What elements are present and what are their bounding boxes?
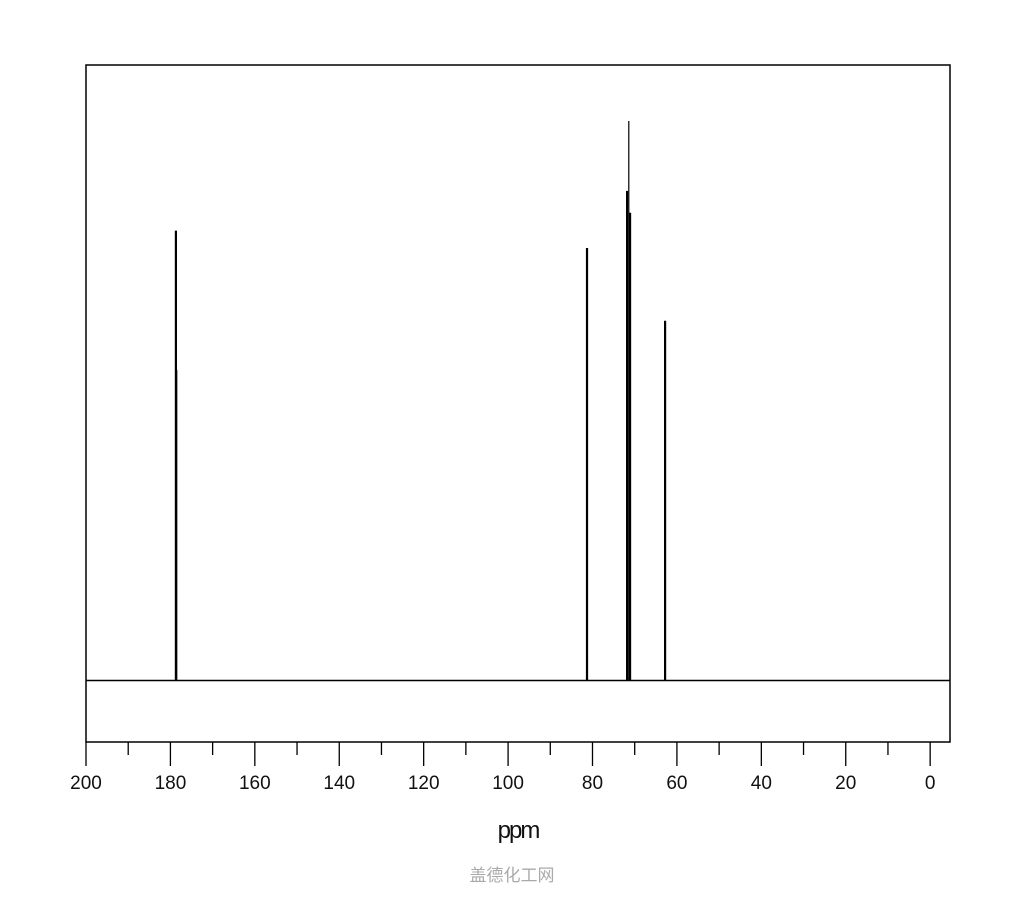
- x-tick-label: 100: [492, 773, 524, 794]
- x-axis-label: ppm: [498, 817, 540, 844]
- x-tick-label: 180: [155, 773, 187, 794]
- watermark: 盖德化工网: [470, 866, 555, 886]
- plot-frame: [85, 64, 951, 743]
- x-axis-ticks: 200 180 160 140 120 100 80 60 40 20 0: [70, 742, 935, 794]
- x-tick-label: 60: [666, 773, 687, 794]
- x-tick-label: 80: [582, 773, 603, 794]
- x-tick-label: 40: [751, 773, 772, 794]
- x-tick-label: 20: [835, 773, 856, 794]
- x-tick-label: 120: [408, 773, 440, 794]
- x-tick-label: 160: [239, 773, 271, 794]
- peaks-group: [174, 120, 667, 681]
- x-tick-label: 140: [323, 773, 355, 794]
- x-tick-label: 200: [70, 773, 102, 794]
- x-tick-label: 0: [925, 773, 936, 794]
